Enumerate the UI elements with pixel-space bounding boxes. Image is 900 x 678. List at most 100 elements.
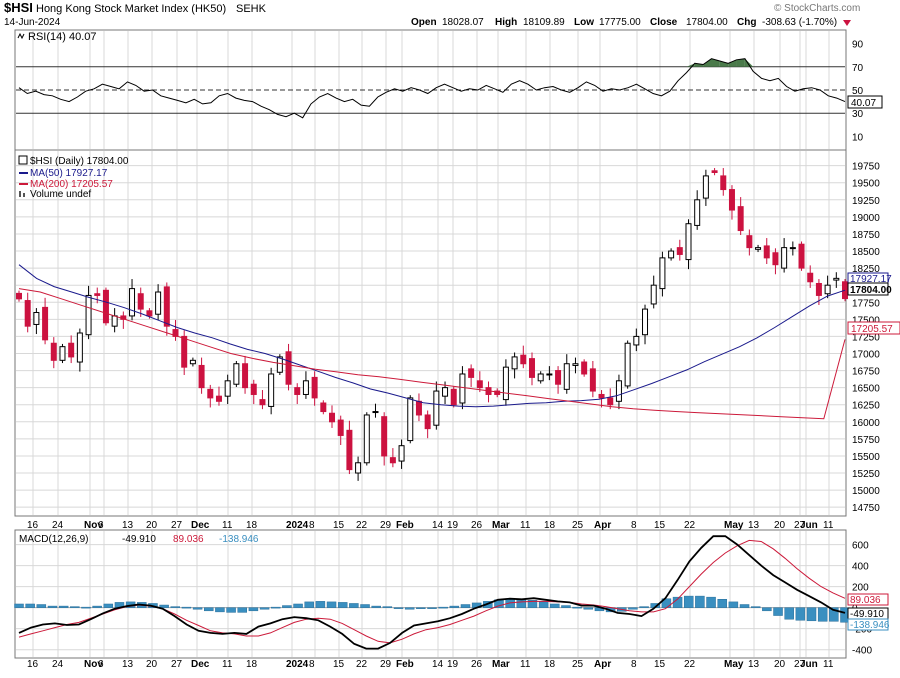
macd-tick-label: 600 [852,541,869,552]
macd-signal-line [18,539,846,644]
candle-body [842,281,848,300]
macd-signal-tag: 89.036 [847,593,889,606]
x-axis-label: 18 [246,520,258,531]
macd-histogram-bar [270,606,281,609]
macd-histogram-bar [360,604,370,608]
price-tick-label: 17500 [852,315,880,326]
x-axis-label: 27 [171,659,183,670]
candle-body [711,170,718,173]
candle-body [33,312,40,325]
svg-text:17205.57: 17205.57 [851,324,893,335]
candle-body [372,411,379,414]
macd-histogram-bar [204,607,214,612]
candle-body [789,247,796,250]
price-tick-label: 17250 [852,332,880,343]
x-axis-label: 13 [122,659,134,670]
x-axis-label: 15 [333,659,345,670]
candle-body [363,414,370,464]
price-legend: $HSI (Daily) 17804.00 MA(50) 17927.17 MA… [18,155,129,200]
price-tick-label: 16500 [852,384,880,395]
svg-text:40.07: 40.07 [851,98,876,109]
macd-histogram-bar [293,603,303,608]
watermark: © StockCharts.com [774,3,860,14]
rsi-legend: RSI(14) 40.07 [17,31,96,43]
price-tick-label: 18250 [852,264,880,275]
macd-histogram-bar [47,605,58,608]
macd-panel-frame [14,529,847,659]
macd-histogram-bar [404,607,415,610]
x-axis-label: 26 [471,520,483,531]
x-axis-label: 11 [823,520,834,531]
price-panel-frame [14,149,847,517]
candle-body [537,373,544,382]
macd-label: MACD(12,26,9) [19,534,88,545]
candle-body [242,363,249,389]
candle-body [676,247,683,255]
x-axis-label: Dec [191,520,210,531]
grid-layer [16,31,845,657]
exchange-label: SEHK [236,3,267,15]
candle-body [68,342,75,358]
price-tick-label: 16750 [852,367,880,378]
ma200-line [18,288,846,420]
candle-body [233,363,240,385]
candle-body [433,390,440,426]
x-axis-label: Feb [396,659,414,670]
candle-body [815,282,822,296]
x-axis-label: 20 [146,659,158,670]
candle-body [459,373,466,404]
high-label: High [495,17,517,28]
price-layer [16,168,848,481]
candle-body [598,393,605,399]
macd-histogram-bar [25,603,35,608]
macd-histogram-bar [527,600,538,608]
macd-histogram-bar [58,605,69,608]
x-axis-label: 8 [309,520,315,531]
candle-body [311,376,318,399]
x-axis-label: Apr [594,659,611,670]
x-axis-label: 27 [171,520,183,531]
rsi-legend-icon [17,32,25,40]
candle-body [572,363,579,366]
close-value: 17804.00 [686,17,728,28]
macd-histogram-bar [226,607,236,613]
x-axis-label: 24 [52,520,64,531]
rsi-overbought-fill [728,59,737,67]
candle-body [355,462,362,474]
candle-body [520,354,527,365]
x-axis-label: 15 [654,659,666,670]
close-tag: 17804.00 [847,282,892,296]
candle-body [329,412,336,423]
price-tick-label: 15250 [852,469,880,480]
macd-histogram-bar [70,606,80,608]
macd-histogram-bar [170,606,181,608]
candle-body [476,380,483,389]
price-tick-label: 19000 [852,213,880,224]
x-axis-label: Mar [492,659,510,670]
x-axis-label: Jun [800,520,818,531]
x-axis-label: 6 [98,520,104,531]
x-axis-label: 15 [333,520,345,531]
quote-line: Open 18028.07 High 18109.89 Low 17775.00… [411,17,851,28]
candle-body [763,245,770,259]
x-axis-label: 13 [748,659,760,670]
macd-histogram-bar [337,602,348,608]
macd-histogram-bar [561,605,571,608]
candle-body [389,457,396,464]
candle-body [807,272,814,283]
down-arrow-icon [843,20,851,26]
x-axis-label: Feb [396,520,414,531]
price-tick-label: 17750 [852,298,880,309]
rsi-layer [18,58,846,119]
candle-body [407,397,414,442]
candle-body [642,308,649,336]
x-axis-label: 8 [631,659,637,670]
candle-body [50,342,57,361]
candle-body [424,414,431,430]
rsi-tick-label: 30 [852,109,864,120]
candle-body [555,370,562,385]
x-axis-label: 22 [356,659,368,670]
candle-body [546,373,553,376]
candle-body [163,286,170,327]
ma50-line [18,264,846,408]
